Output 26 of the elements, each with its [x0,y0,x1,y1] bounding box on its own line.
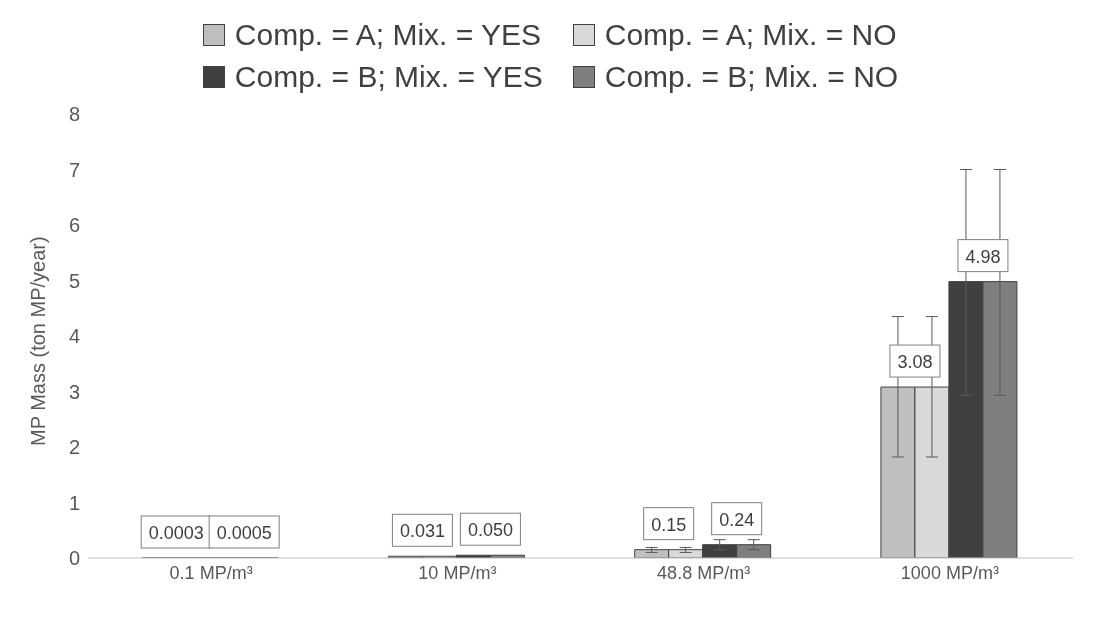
y-tick-label: 5 [68,269,80,292]
data-label: 4.98 [965,246,1001,267]
y-axis-title: MP Mass (ton MP/year) [27,236,50,446]
y-tick-label: 4 [68,325,80,348]
y-tick-label: 0 [68,547,80,570]
y-tick-label: 8 [68,103,80,126]
y-tick-label: 6 [68,214,80,237]
y-tick-label: 1 [68,491,80,514]
data-label: 0.0005 [216,522,272,543]
legend-label: Comp. = B; Mix. = YES [234,60,543,94]
data-label: 0.15 [651,514,687,535]
legend-label: Comp. = B; Mix. = NO [604,60,899,94]
x-tick-label: 1000 MP/m³ [900,562,999,583]
y-tick-label: 3 [68,380,80,403]
x-tick-label: 48.8 MP/m³ [657,562,751,583]
data-label: 0.031 [399,521,445,542]
data-label: 0.0003 [148,522,204,543]
data-label: 0.24 [719,509,755,530]
x-tick-label: 0.1 MP/m³ [169,562,253,583]
data-label: 3.08 [897,352,933,373]
y-tick-label: 2 [68,436,80,459]
legend-label: Comp. = A; Mix. = YES [234,18,542,52]
data-label: 0.050 [467,520,513,541]
x-tick-label: 10 MP/m³ [418,562,497,583]
legend-label: Comp. = A; Mix. = NO [604,18,897,52]
y-tick-label: 7 [68,158,80,181]
